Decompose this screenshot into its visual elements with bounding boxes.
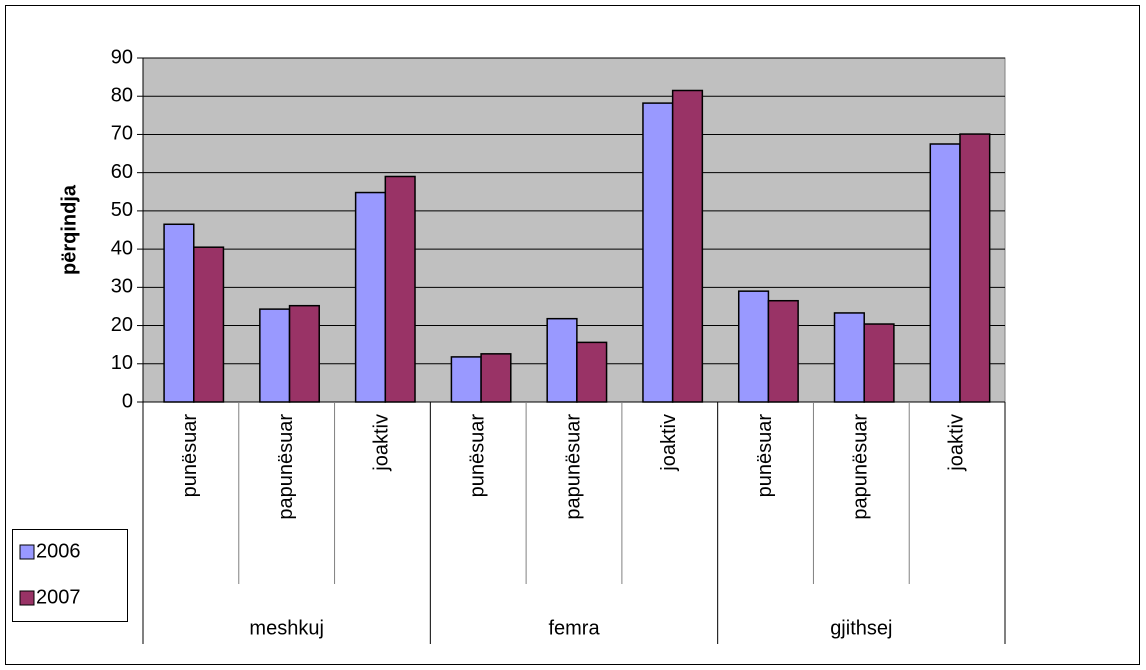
x-tick-label: punësuar — [467, 414, 489, 498]
y-tick-label: 50 — [111, 199, 133, 221]
y-tick-label: 80 — [111, 85, 133, 107]
group-label: gjithsej — [830, 617, 892, 639]
bar — [833, 312, 865, 403]
x-tick-label: joaktiv — [945, 414, 967, 472]
bar — [671, 89, 704, 403]
bar — [767, 299, 799, 403]
legend-swatch — [19, 590, 35, 606]
bar — [163, 223, 195, 403]
group-label: femra — [548, 617, 600, 639]
y-axis-label: përqindja — [58, 184, 80, 275]
legend-label: 2006 — [36, 540, 81, 562]
bar — [959, 133, 991, 403]
bar — [642, 102, 674, 403]
y-tick-label: 90 — [111, 46, 133, 68]
x-tick-label: papunësuar — [562, 414, 584, 520]
bar — [863, 323, 895, 403]
y-tick-label: 40 — [111, 237, 133, 259]
x-tick-label: joaktiv — [371, 414, 393, 472]
x-tick-label: papunësuar — [275, 414, 297, 520]
y-tick-label: 0 — [122, 390, 133, 412]
x-tick-label: punësuar — [754, 414, 776, 498]
bar — [576, 341, 608, 403]
bar — [259, 308, 291, 403]
bar — [480, 353, 512, 403]
bar — [384, 175, 416, 403]
y-tick-label: 10 — [111, 352, 133, 374]
legend-label: 2007 — [36, 586, 81, 608]
bar — [450, 356, 482, 403]
bar — [288, 304, 320, 403]
bar — [354, 191, 387, 403]
y-tick-label: 20 — [111, 314, 133, 336]
y-tick-label: 60 — [111, 161, 133, 183]
y-tick-label: 70 — [111, 123, 133, 145]
bar — [929, 143, 961, 403]
x-tick-label: papunësuar — [850, 414, 872, 520]
bar — [193, 246, 225, 403]
x-tick-label: punësuar — [179, 414, 201, 498]
bar — [546, 317, 578, 403]
bar — [737, 290, 770, 403]
group-label: meshkuj — [249, 617, 323, 639]
y-tick-label: 30 — [111, 276, 133, 298]
legend-swatch — [19, 544, 35, 560]
x-tick-label: joaktiv — [658, 414, 680, 472]
